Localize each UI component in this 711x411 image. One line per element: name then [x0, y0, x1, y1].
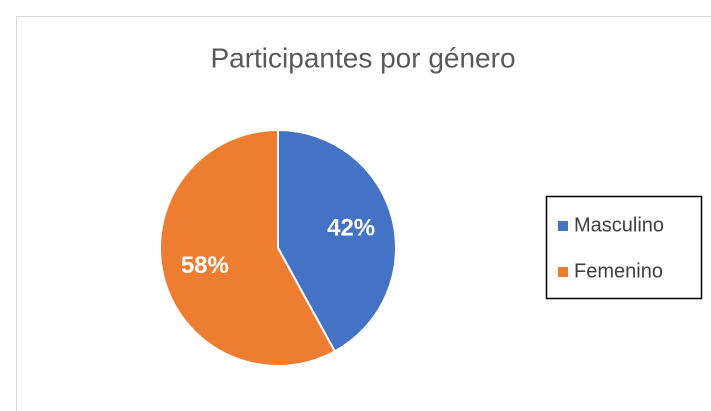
legend-swatch	[558, 267, 568, 277]
chart-title: Participantes por género	[210, 42, 515, 73]
pie-slice	[159, 128, 337, 367]
data-label: 58%	[181, 252, 229, 279]
legend-label: Masculino	[574, 214, 664, 236]
data-label: 42%	[327, 215, 375, 242]
legend-box	[545, 195, 703, 300]
legend-swatch	[558, 221, 568, 231]
pie-slice	[277, 128, 397, 353]
legend-label: Femenino	[574, 260, 663, 282]
